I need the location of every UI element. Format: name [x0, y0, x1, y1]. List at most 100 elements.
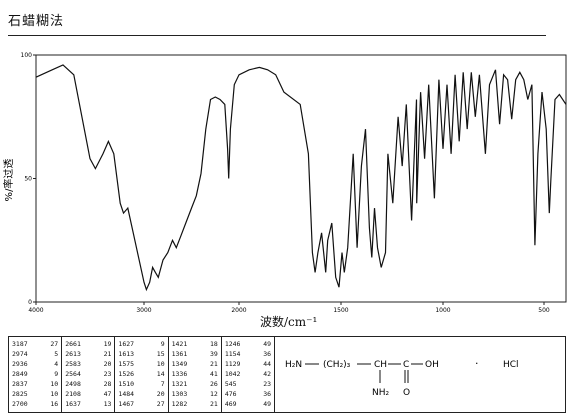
peak-row: 2661 19: [65, 339, 111, 349]
peak-transmittance: 28: [103, 380, 112, 388]
peak-row: 1282 21: [172, 399, 218, 409]
hydroxyl-label: OH: [425, 360, 439, 370]
y-axis-label: %/率过透: [2, 159, 15, 202]
peak-transmittance: 12: [209, 390, 218, 398]
peak-wavenumber: 1484: [118, 390, 135, 398]
peak-transmittance: 41: [209, 370, 218, 378]
structure-drawing: H₂N (CH₂)₃ CH C OH · HCl NH₂ O: [285, 357, 519, 398]
peak-wavenumber: 1421: [171, 340, 188, 348]
peak-row: 1361 39: [172, 349, 218, 359]
peak-row: 1526 14: [118, 369, 164, 379]
peak-transmittance: 23: [263, 380, 272, 388]
peak-wavenumber: 2974: [12, 350, 28, 358]
peak-transmittance: 21: [103, 350, 112, 358]
peak-row: 1336 41: [172, 369, 218, 379]
plot-frame: [35, 54, 567, 303]
peak-transmittance: 42: [263, 370, 272, 378]
peak-transmittance: 21: [209, 400, 218, 408]
peak-row: 1484 20: [118, 389, 164, 399]
peak-transmittance: 49: [263, 340, 272, 348]
peak-transmittance: 36: [263, 350, 272, 358]
peak-wavenumber: 1361: [171, 350, 188, 358]
oxygen-label: O: [403, 388, 410, 398]
x-tick-label: 500: [538, 307, 550, 314]
peak-row: 1627 9: [118, 339, 164, 349]
peak-row: 1510 7: [118, 379, 164, 389]
peak-row: 2583 20: [65, 359, 111, 369]
peak-wavenumber: 2661: [65, 340, 81, 348]
hcl-label: HCl: [503, 360, 519, 370]
x-tick-label: 1000: [435, 307, 450, 314]
salt-dot: ·: [475, 357, 479, 370]
peak-row: 545 23: [225, 379, 271, 389]
peak-wavenumber: 2613: [65, 350, 81, 358]
peak-transmittance: 9: [160, 340, 165, 348]
peak-transmittance: 36: [263, 390, 272, 398]
peak-transmittance: 5: [54, 350, 59, 358]
peak-wavenumber: 1526: [118, 370, 135, 378]
x-axis-label: 波数/cm⁻¹: [260, 315, 318, 329]
peak-row: 1575 10: [118, 359, 164, 369]
peak-transmittance: 9: [54, 370, 59, 378]
peak-wavenumber: 2564: [65, 370, 81, 378]
spectrum-series-line: [35, 64, 567, 292]
peak-transmittance: 13: [103, 400, 112, 408]
peak-transmittance: 10: [50, 390, 59, 398]
peak-row: 1303 12: [172, 389, 218, 399]
x-tick-label: 1500: [333, 307, 348, 314]
amine-label: H₂N: [285, 360, 302, 370]
peak-transmittance: 26: [209, 380, 218, 388]
peak-table-and-structure: 3187 27 2974 5 2936 4 2849 9 2837 10 2825 10 2700 16 …: [8, 336, 566, 413]
peak-row: 476 36: [225, 389, 271, 399]
peak-wavenumber: 1154: [224, 350, 241, 358]
side-amine-label: NH₂: [372, 388, 390, 398]
peak-wavenumber: 2700: [12, 400, 28, 408]
peak-row: 1042 42: [225, 369, 271, 379]
peak-transmittance: 10: [156, 360, 165, 368]
peak-wavenumber: 2837: [12, 380, 28, 388]
peak-row: 2825 10: [12, 389, 58, 399]
peak-wavenumber: 2825: [12, 390, 28, 398]
peak-transmittance: 44: [263, 360, 272, 368]
ch-label: CH: [374, 360, 387, 370]
x-tick-label: 4000: [28, 307, 43, 314]
peak-wavenumber: 1303: [171, 390, 188, 398]
peak-transmittance: 14: [156, 370, 165, 378]
peak-transmittance: 20: [103, 360, 112, 368]
y-tick-label: 0: [28, 299, 32, 306]
peak-transmittance: 49: [263, 400, 272, 408]
peak-wavenumber: 469: [224, 400, 237, 408]
peak-wavenumber: 1042: [224, 370, 241, 378]
peak-row: 1321 26: [172, 379, 218, 389]
x-tick-label: 3000: [136, 307, 151, 314]
peak-wavenumber: 1321: [171, 380, 188, 388]
peak-transmittance: 47: [103, 390, 112, 398]
peak-transmittance: 39: [209, 350, 218, 358]
peak-transmittance: 16: [50, 400, 59, 408]
y-tick-label: 100: [21, 52, 33, 59]
peak-transmittance: 18: [209, 340, 218, 348]
peak-wavenumber: 1282: [171, 400, 188, 408]
peak-wavenumber: 1510: [118, 380, 135, 388]
peak-transmittance: 27: [50, 340, 59, 348]
peak-wavenumber: 2583: [65, 360, 81, 368]
peak-row: 1246 49: [225, 339, 271, 349]
peak-wavenumber: 1575: [118, 360, 135, 368]
title-divider: [8, 35, 546, 36]
peak-table-col-4: 1421 18 1361 39 1349 21 1336 41 1321 26 1303 12 1282…: [169, 337, 222, 412]
x-tick-label: 2000: [231, 307, 246, 314]
chain-label: (CH₂)₃: [323, 360, 351, 370]
peak-wavenumber: 2498: [65, 380, 81, 388]
peak-wavenumber: 2849: [12, 370, 28, 378]
peak-row: 2564 23: [65, 369, 111, 379]
peak-row: 2700 16: [12, 399, 58, 409]
peak-row: 2974 5: [12, 349, 58, 359]
peak-transmittance: 21: [209, 360, 218, 368]
peak-row: 2108 47: [65, 389, 111, 399]
peak-row: 3187 27: [12, 339, 58, 349]
peak-wavenumber: 1467: [118, 400, 135, 408]
peak-transmittance: 4: [54, 360, 59, 368]
peak-wavenumber: 1613: [118, 350, 135, 358]
peak-row: 2613 21: [65, 349, 111, 359]
peak-wavenumber: 1336: [171, 370, 188, 378]
